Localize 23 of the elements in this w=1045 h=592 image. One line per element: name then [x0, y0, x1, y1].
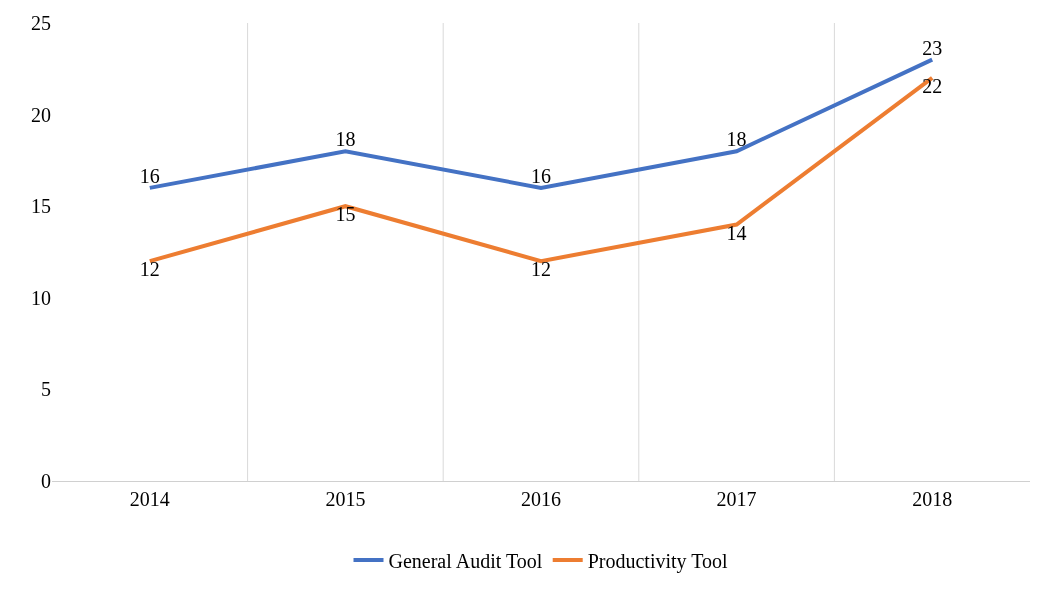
data-label: 18 — [726, 128, 747, 151]
legend-label: General Audit Tool — [388, 549, 543, 572]
y-tick-label: 25 — [31, 12, 51, 34]
data-label: 18 — [335, 128, 356, 151]
data-label: 23 — [922, 36, 943, 59]
data-label: 22 — [922, 74, 943, 97]
y-tick-label: 10 — [31, 286, 51, 309]
data-label: 15 — [335, 203, 356, 226]
data-label: 16 — [139, 164, 160, 187]
data-label: 12 — [139, 258, 160, 281]
x-tick-label: 2014 — [129, 488, 170, 510]
y-tick-label: 15 — [31, 195, 51, 218]
data-label: 16 — [531, 164, 551, 187]
y-tick-label: 20 — [31, 103, 51, 126]
data-label: 14 — [726, 221, 747, 244]
legend-label: Productivity Tool — [587, 549, 729, 573]
x-tick-label: 2015 — [325, 488, 366, 510]
y-tick-label: 5 — [41, 378, 51, 401]
x-tick-label: 2018 — [912, 488, 953, 510]
x-tick-label: 2016 — [521, 488, 561, 510]
x-tick-label: 2017 — [716, 488, 757, 510]
y-tick-label: 0 — [41, 470, 51, 492]
data-label: 12 — [531, 258, 551, 281]
